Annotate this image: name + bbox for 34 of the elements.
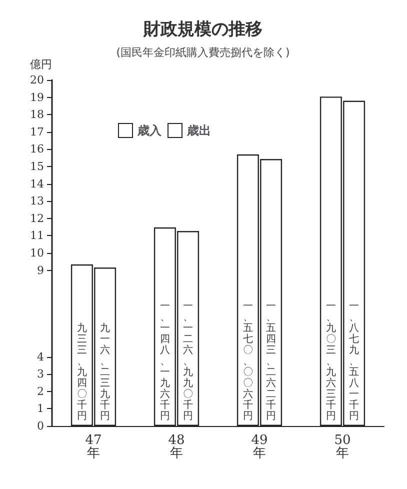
legend-label: 歳入 — [136, 124, 162, 138]
x-tick-label: 49年 — [251, 433, 268, 461]
y-tick-label: 2 — [37, 384, 44, 398]
y-axis-title: 億円 — [30, 58, 52, 71]
y-tick-label: 19 — [30, 90, 44, 104]
x-tick-label: 48年 — [168, 433, 185, 461]
y-tick-label: 3 — [37, 368, 44, 381]
y-tick-label: 0 — [37, 420, 44, 432]
y-tick-label: 13 — [30, 194, 44, 208]
y-tick-label: 14 — [30, 177, 44, 190]
y-tick-label: 16 — [30, 142, 44, 156]
chart-subtitle: (国民年金印紙購入費売捌代を除く) — [116, 46, 290, 59]
text: 一、九〇三、九六三千円 — [326, 301, 336, 422]
chart-title: 財政規模の推移 — [142, 20, 262, 40]
y-tick-label: 1 — [37, 402, 44, 416]
y-tick-label: 11 — [30, 229, 44, 242]
x-tick-label: 47年 — [85, 433, 102, 461]
y-tick-label: 17 — [30, 125, 44, 138]
text: 九三三、九四〇千円 — [76, 323, 87, 422]
y-tick-label: 9 — [37, 264, 44, 277]
text: 一、五七〇、〇〇六千円 — [242, 301, 253, 422]
text: 一、一四八、一九六千円 — [160, 301, 170, 422]
y-tick-label: 12 — [30, 212, 44, 225]
y-tick-label: 4 — [37, 350, 44, 364]
y-tick-label: 18 — [30, 108, 44, 122]
text: 一、八七九、五八一千円 — [349, 301, 360, 422]
text: 一、一二六、九九〇千円 — [183, 301, 194, 422]
legend-label: 歳出 — [186, 124, 211, 138]
y-tick-label: 20 — [30, 74, 44, 86]
text: 九一六、二三九千円 — [100, 323, 110, 422]
y-tick-label: 15 — [30, 160, 44, 173]
text: 一、五四三、二六二千円 — [266, 301, 276, 422]
y-tick-label: 10 — [30, 246, 44, 260]
x-tick-label: 50年 — [334, 433, 351, 461]
